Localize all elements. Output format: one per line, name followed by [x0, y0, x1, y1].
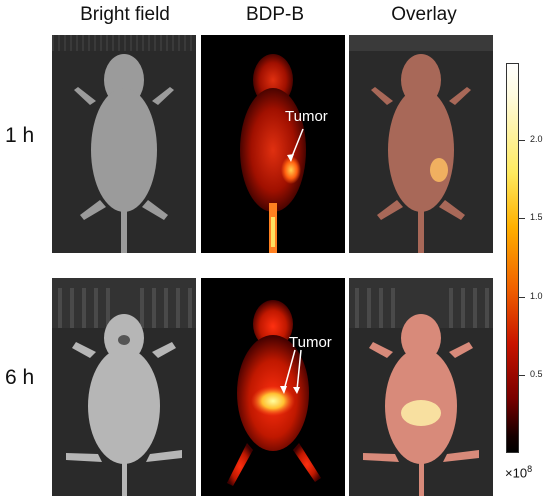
scale-multiplier: ×108 — [505, 464, 533, 481]
scale-tick-1-0: 1.0 — [530, 291, 543, 301]
scale-tick-2-0: 2.0 — [530, 134, 543, 144]
bright-field-image-1h — [52, 35, 196, 253]
tumor-label-1h: Tumor — [285, 108, 328, 125]
scale-tickmark — [519, 297, 525, 298]
scale-tickmark — [519, 140, 525, 141]
scale-tick-1-5: 1.5 — [530, 212, 543, 222]
column-header-overlay: Overlay — [391, 4, 457, 25]
row-label-1h: 1 h — [5, 124, 35, 147]
scale-tick-0-5: 0.5 — [530, 369, 543, 379]
scale-tickmark — [519, 375, 525, 376]
bright-field-image-6h — [52, 278, 196, 496]
column-header-bright-field: Bright field — [80, 4, 170, 25]
tumor-label-6h: Tumor — [289, 334, 332, 351]
intensity-color-scale-bar — [506, 63, 519, 453]
overlay-image-6h — [349, 278, 493, 496]
bdp-b-fluorescence-image-6h — [201, 278, 345, 496]
row-label-6h: 6 h — [5, 366, 35, 389]
scale-tickmark — [519, 218, 525, 219]
overlay-image-1h — [349, 35, 493, 253]
bdp-b-fluorescence-image-1h — [201, 35, 345, 253]
column-header-bdp-b: BDP-B — [245, 4, 305, 25]
